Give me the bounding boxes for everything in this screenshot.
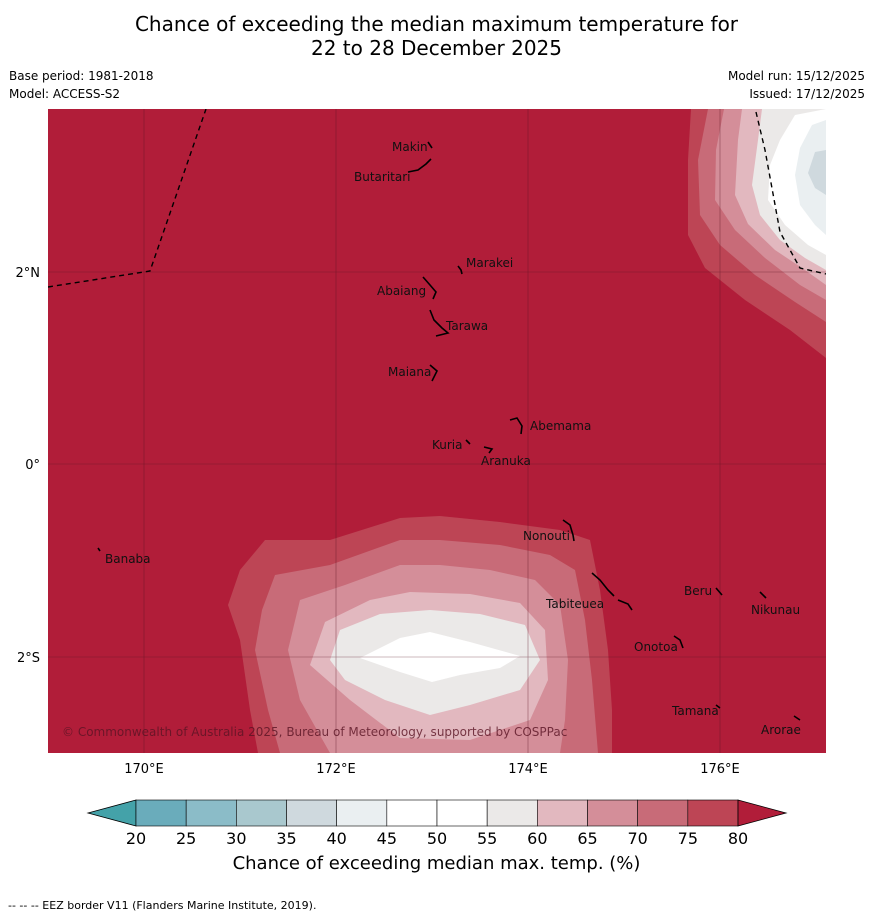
island-beru	[715, 587, 723, 596]
colorbar-under-arrow	[86, 799, 137, 827]
colorbar-tick-label: 30	[226, 829, 246, 848]
colorbar-segment	[637, 799, 689, 827]
colorbar-segment	[185, 799, 237, 827]
label-makin: Makin	[392, 140, 428, 154]
colorbar-segment	[587, 799, 638, 827]
lat-label-2s: 2°S	[17, 651, 40, 666]
base-period: Base period: 1981-2018	[9, 69, 154, 83]
island-aranuka	[483, 446, 494, 454]
colorbar-tick-label: 50	[427, 829, 447, 848]
lon-label-176e: 176°E	[700, 762, 740, 777]
colorbar-tick-label: 20	[126, 829, 146, 848]
colorbar-tick-label: 65	[577, 829, 597, 848]
colorbar-segment	[286, 799, 337, 827]
map-title: Chance of exceeding the median maximum t…	[0, 12, 873, 60]
colorbar-label: Chance of exceeding median max. temp. (%…	[232, 853, 641, 874]
lon-label-174e: 174°E	[508, 762, 548, 777]
issued-date: Issued: 17/12/2025	[749, 87, 865, 101]
label-arorae: Arorae	[761, 723, 801, 737]
label-kuria: Kuria	[432, 438, 463, 452]
island-abaiang	[422, 276, 437, 300]
colorbar-over-arrow	[737, 799, 788, 827]
label-banaba: Banaba	[105, 552, 151, 566]
island-butaritari	[407, 158, 432, 173]
eez-border	[48, 109, 826, 288]
label-abaiang: Abaiang	[377, 284, 426, 298]
label-tamana: Tamana	[671, 704, 719, 718]
lon-label-170e: 170°E	[124, 762, 164, 777]
colorbar-segment	[436, 799, 488, 827]
title-line-1: Chance of exceeding the median maximum t…	[134, 12, 739, 36]
island-tabiteuea	[591, 572, 633, 611]
colorbar-tick-label: 25	[176, 829, 196, 848]
colorbar-tick-label: 40	[326, 829, 346, 848]
island-kuria	[465, 439, 471, 445]
label-abemama: Abemama	[530, 419, 591, 433]
label-beru: Beru	[684, 584, 712, 598]
island-abemama	[509, 417, 523, 435]
colorbar-tick-label: 70	[627, 829, 647, 848]
lat-label-0: 0°	[25, 458, 40, 473]
lon-label-172e: 172°E	[316, 762, 356, 777]
islands	[97, 141, 801, 721]
model-name: Model: ACCESS-S2	[9, 87, 121, 101]
map-area: Makin Butaritari Marakei Abaiang Tarawa …	[48, 109, 826, 753]
colorbar-segment	[336, 799, 388, 827]
colorbar-segment	[386, 799, 438, 827]
colorbar-tick-label: 45	[377, 829, 397, 848]
meta-left: Base period: 1981-2018 Model: ACCESS-S2	[9, 67, 154, 103]
graticule	[48, 109, 826, 753]
colorbar-segment	[687, 799, 739, 827]
label-nikunau: Nikunau	[751, 603, 800, 617]
colorbar-tick-label: 75	[678, 829, 698, 848]
colorbar-tick-label: 80	[728, 829, 748, 848]
label-marakei: Marakei	[466, 256, 513, 270]
colorbar-segment	[236, 799, 287, 827]
island-arorae	[793, 715, 801, 721]
contour-ne-35	[808, 150, 826, 195]
lat-label-2n: 2°N	[16, 266, 41, 281]
label-butaritari: Butaritari	[354, 170, 411, 184]
colorbar-tick-label: 35	[276, 829, 296, 848]
island-marakei	[457, 265, 463, 275]
label-tarawa: Tarawa	[445, 319, 488, 333]
title-line-2: 22 to 28 December 2025	[310, 36, 562, 60]
eez-footnote: -- -- -- EEZ border V11 (Flanders Marine…	[8, 899, 317, 912]
place-labels: Makin Butaritari Marakei Abaiang Tarawa …	[105, 140, 801, 737]
island-nonouti	[562, 519, 575, 542]
label-nonouti: Nonouti	[523, 529, 570, 543]
colorbar: 20 25 30 35 40 45 50 55 60 65 70 75 80	[86, 799, 788, 848]
label-aranuka: Aranuka	[481, 454, 531, 468]
island-banaba	[97, 547, 101, 552]
island-onotoa	[673, 635, 684, 649]
island-tamana	[715, 704, 721, 709]
colorbar-segment	[135, 799, 187, 827]
label-tabiteuea: Tabiteuea	[545, 597, 604, 611]
island-tarawa	[429, 309, 450, 337]
island-maiana	[429, 364, 438, 382]
model-run: Model run: 15/12/2025	[727, 69, 865, 83]
label-maiana: Maiana	[388, 365, 431, 379]
colorbar-tick-label: 55	[477, 829, 497, 848]
label-onotoa: Onotoa	[634, 640, 678, 654]
island-makin	[427, 141, 433, 149]
colorbar-segment	[537, 799, 588, 827]
meta-right: Model run: 15/12/2025 Issued: 17/12/2025	[728, 67, 865, 103]
colorbar-tick-label: 60	[527, 829, 547, 848]
colorbar-segment	[486, 799, 538, 827]
copyright-notice: © Commonwealth of Australia 2025, Bureau…	[62, 725, 567, 739]
island-nikunau	[759, 591, 767, 599]
axis-labels: 2°N 0° 2°S 170°E 172°E 174°E 176°E	[16, 266, 740, 777]
